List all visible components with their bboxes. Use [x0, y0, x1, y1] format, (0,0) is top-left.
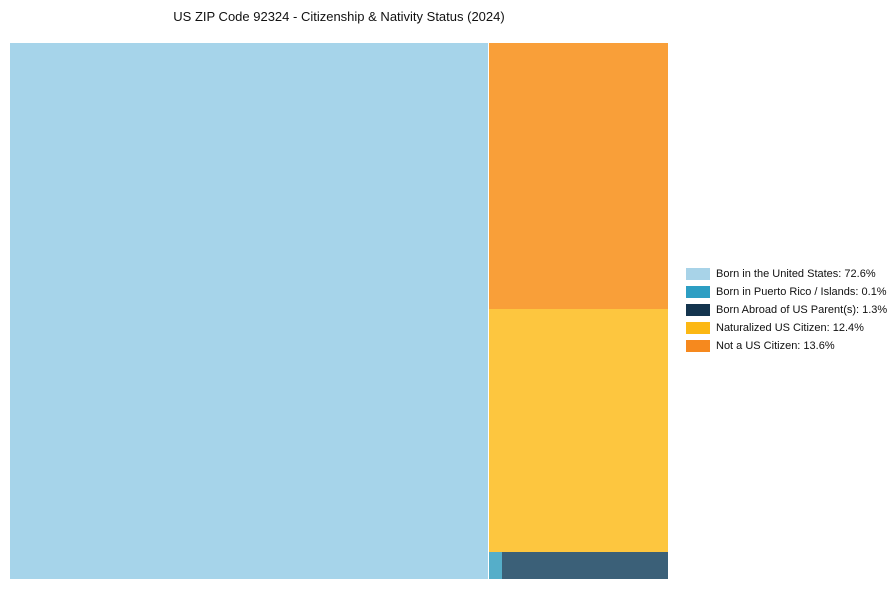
legend-label: Born Abroad of US Parent(s): 1.3%	[716, 304, 888, 316]
treemap-block-born-in-the-united-states	[10, 43, 488, 579]
legend-item-born-in-the-united-states: Born in the United States: 72.6%	[686, 268, 887, 280]
legend-swatch-not-a-us-citizen	[686, 340, 710, 352]
legend-label: Born in Puerto Rico / Islands: 0.1%	[716, 286, 887, 298]
treemap	[10, 43, 668, 579]
legend-label: Not a US Citizen: 13.6%	[716, 340, 835, 352]
legend-swatch-naturalized-us-citizen	[686, 322, 710, 334]
legend-item-naturalized-us-citizen: Naturalized US Citizen: 12.4%	[686, 322, 887, 334]
treemap-block-not-a-us-citizen	[489, 43, 668, 309]
legend-swatch-born-in-the-united-states	[686, 268, 710, 280]
legend-swatch-born-abroad-of-us-parent-s	[686, 304, 710, 316]
legend-item-born-in-puerto-rico-islands: Born in Puerto Rico / Islands: 0.1%	[686, 286, 887, 298]
treemap-block-born-in-puerto-rico-islands	[489, 552, 502, 579]
legend-label: Naturalized US Citizen: 12.4%	[716, 322, 864, 334]
legend-item-not-a-us-citizen: Not a US Citizen: 13.6%	[686, 340, 887, 352]
legend-label: Born in the United States: 72.6%	[716, 268, 876, 280]
chart-title: US ZIP Code 92324 - Citizenship & Nativi…	[173, 9, 505, 24]
treemap-block-naturalized-us-citizen	[489, 309, 668, 552]
legend-swatch-born-in-puerto-rico-islands	[686, 286, 710, 298]
legend-item-born-abroad-of-us-parent-s: Born Abroad of US Parent(s): 1.3%	[686, 304, 887, 316]
treemap-block-born-abroad-of-us-parent-s	[502, 552, 668, 579]
chart-legend: Born in the United States: 72.6% Born in …	[686, 268, 887, 358]
